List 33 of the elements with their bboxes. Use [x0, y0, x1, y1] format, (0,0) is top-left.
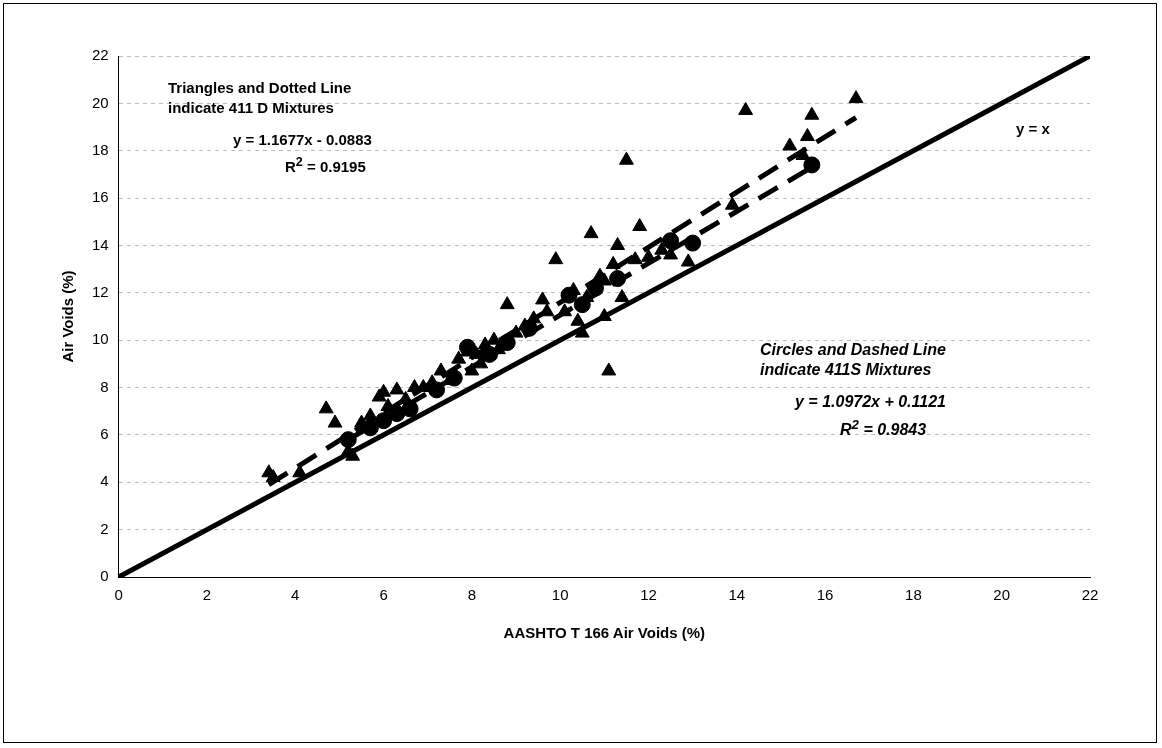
- x-tick-label: 16: [816, 586, 834, 604]
- y-tick-label: 14: [92, 235, 109, 253]
- annotation: y = 1.0972x + 0.1121: [795, 392, 946, 412]
- annotation: y = 1.1677x - 0.0883: [233, 130, 372, 150]
- x-tick-label: 10: [551, 586, 569, 604]
- y-tick-label: 0: [100, 567, 109, 585]
- x-tick-label: 4: [291, 586, 300, 604]
- y-tick-label: 6: [100, 425, 109, 443]
- y-tick-label: 2: [100, 519, 109, 537]
- y-tick-label: 20: [92, 93, 109, 111]
- x-tick-label: 20: [993, 586, 1011, 604]
- x-tick-label: 12: [640, 586, 657, 604]
- y-tick-label: 4: [100, 472, 109, 490]
- annotation: R$^{2}$ = 0.9195: [285, 154, 366, 177]
- x-tick-label: 14: [728, 586, 746, 604]
- x-tick-label: 0: [114, 586, 123, 604]
- y-axis-title: Air Voids (%): [59, 270, 77, 363]
- y-tick-label: 8: [100, 377, 109, 395]
- annotation: Triangles and Dotted Line indicate 411 D Mixtures: [168, 78, 353, 118]
- y-tick-label: 10: [92, 330, 109, 348]
- y-tick-label: 18: [92, 140, 109, 158]
- y-tick-label: 22: [92, 46, 109, 64]
- annotation: y = x: [1016, 119, 1050, 139]
- x-axis-title: AASHTO T 166 Air Voids (%): [503, 624, 706, 642]
- x-tick-label: 18: [905, 586, 922, 604]
- annotation: Circles and Dashed Line indicate 411S Mixtures: [760, 340, 947, 380]
- y-tick-label: 16: [92, 188, 109, 206]
- x-tick-label: 2: [202, 586, 212, 604]
- x-tick-label: 6: [379, 586, 388, 604]
- y-tick-label: 12: [92, 282, 109, 300]
- annotation: R$^{2}$ = 0.9843: [840, 416, 927, 441]
- x-tick-label: 22: [1081, 586, 1099, 604]
- x-tick-label: 8: [467, 586, 477, 604]
